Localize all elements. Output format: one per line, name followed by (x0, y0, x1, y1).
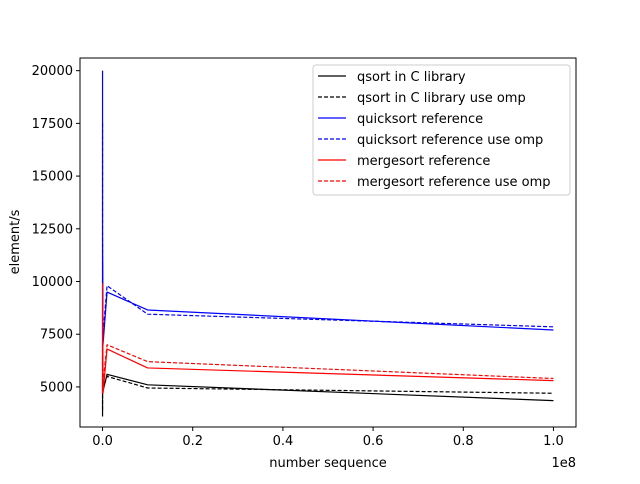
legend-label-5: mergesort reference (357, 154, 490, 169)
x-tick-label: 0.0 (92, 434, 113, 449)
legend-label-2: qsort in C library use omp (357, 91, 526, 106)
y-tick-label: 17500 (32, 117, 73, 132)
y-tick-label: 5000 (40, 380, 73, 395)
legend: qsort in C library qsort in C library use… (312, 64, 571, 196)
y-tick-label: 12500 (32, 222, 73, 237)
y-axis-label: element/s (8, 209, 23, 274)
legend-label-1: qsort in C library (357, 70, 466, 85)
legend-frame (312, 64, 571, 196)
x-axis-label: number sequence (269, 456, 387, 471)
legend-label-4: quicksort reference use omp (357, 133, 543, 148)
y-tick-label: 10000 (32, 275, 73, 290)
x-tick-label: 1.0 (543, 434, 564, 449)
y-axis-ticks: 5000 7500 10000 12500 15000 17500 20000 (32, 64, 80, 395)
series-line-6 (101, 283, 554, 390)
legend-label-6: mergesort reference use omp (357, 175, 551, 190)
x-tick-label: 0.2 (182, 434, 203, 449)
legend-label-3: quicksort reference (357, 112, 483, 127)
plot-frame (79, 57, 577, 428)
y-tick-label: 15000 (32, 170, 73, 185)
y-tick-label: 20000 (32, 64, 73, 79)
series-layer (101, 70, 554, 417)
x-tick-label: 0.8 (453, 434, 474, 449)
x-tick-label: 0.4 (273, 434, 294, 449)
x-axis-offset-label: 1e8 (551, 456, 576, 471)
x-tick-label: 0.6 (363, 434, 384, 449)
y-tick-label: 7500 (40, 328, 73, 343)
x-axis-ticks: 0.0 0.2 0.4 0.6 0.8 1.0 (92, 427, 564, 449)
